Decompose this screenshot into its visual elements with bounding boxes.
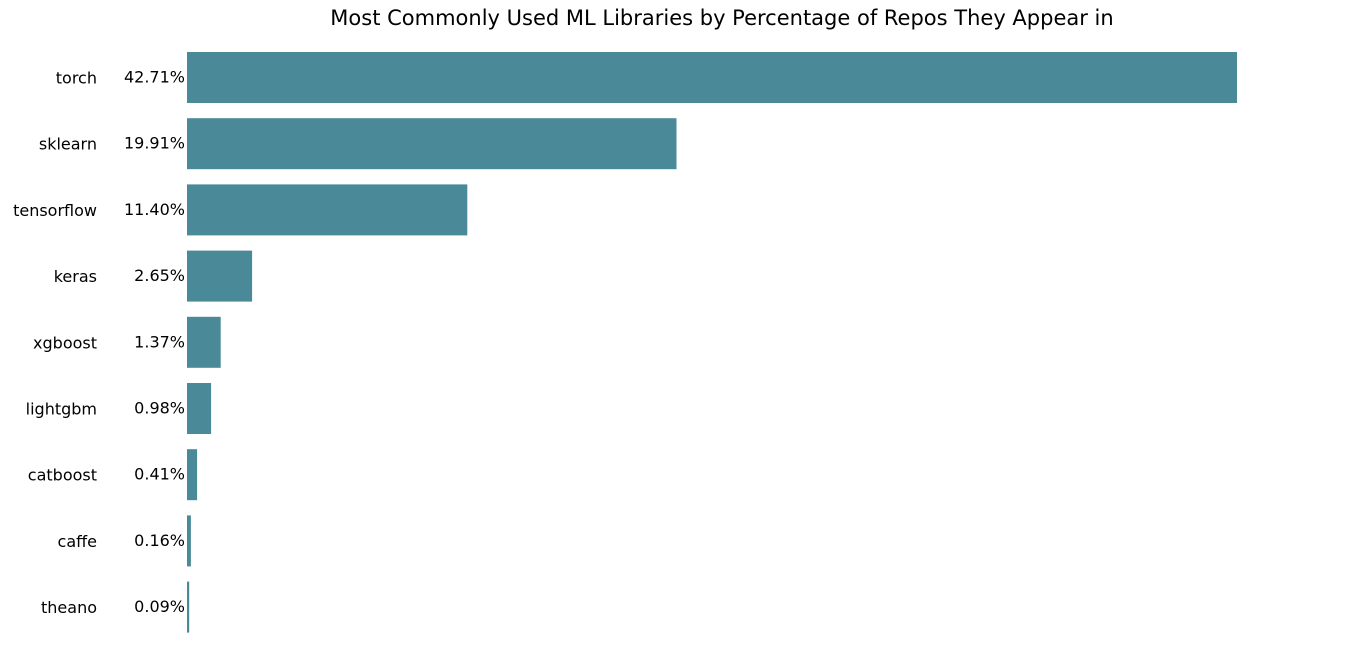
- value-label-xgboost: 1.37%: [134, 332, 185, 351]
- bar-sklearn: [187, 118, 677, 170]
- value-label-torch: 42.71%: [124, 68, 185, 87]
- value-label-keras: 2.65%: [134, 266, 185, 285]
- category-label-tensorflow: tensorflow: [13, 201, 97, 220]
- bars-layer: [187, 52, 1237, 633]
- value-label-caffe: 0.16%: [134, 531, 185, 550]
- value-label-theano: 0.09%: [134, 597, 185, 616]
- category-label-torch: torch: [56, 69, 97, 88]
- category-label-xgboost: xgboost: [33, 333, 97, 352]
- bar-catboost: [187, 449, 198, 501]
- bar-torch: [187, 52, 1237, 103]
- value-label-catboost: 0.41%: [134, 465, 185, 484]
- bar-caffe: [187, 515, 191, 567]
- bar-keras: [187, 250, 253, 302]
- value-label-sklearn: 19.91%: [124, 134, 185, 153]
- category-label-theano: theano: [41, 598, 97, 617]
- bar-theano: [187, 581, 190, 633]
- bar-tensorflow: [187, 184, 468, 236]
- category-label-lightgbm: lightgbm: [26, 400, 97, 419]
- category-label-caffe: caffe: [58, 532, 97, 551]
- category-label-sklearn: sklearn: [39, 135, 97, 154]
- chart-title: Most Commonly Used ML Libraries by Perce…: [330, 6, 1114, 30]
- category-label-keras: keras: [54, 267, 97, 286]
- bar-xgboost: [187, 316, 221, 368]
- value-label-lightgbm: 0.98%: [134, 399, 185, 418]
- bar-lightgbm: [187, 383, 212, 434]
- labels-layer: torch 42.71% sklearn 19.91% tensorflow 11.40%…: [13, 68, 185, 618]
- value-label-tensorflow: 11.40%: [124, 200, 185, 219]
- category-label-catboost: catboost: [28, 466, 97, 485]
